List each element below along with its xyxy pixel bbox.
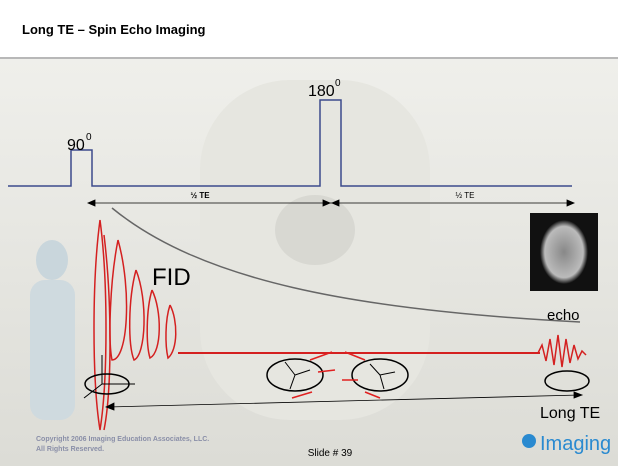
pulse-superscript: 0	[335, 78, 341, 89]
fid-label: FID	[152, 264, 191, 291]
scanner-bore	[275, 195, 355, 265]
copyright: All Rights Reserved.	[36, 446, 104, 453]
slide-title: Long TE – Spin Echo Imaging	[22, 22, 206, 37]
logo: Imaging	[540, 433, 611, 455]
long-te-label: Long TE	[540, 405, 600, 422]
slide-number: Slide # 39	[308, 448, 353, 459]
interval-label: ½ TE	[456, 191, 475, 200]
pulse-label: 90	[67, 137, 85, 154]
pulse-superscript: 0	[86, 132, 92, 143]
echo-label: echo	[547, 307, 580, 324]
copyright: Copyright 2006 Imaging Education Associa…	[36, 436, 209, 443]
slide: Long TE – Spin Echo Imaging 90 0 180 0 ½…	[0, 0, 618, 466]
logo-icon	[522, 434, 536, 448]
body-silhouette	[30, 280, 75, 420]
pulse-label: 180	[308, 83, 335, 100]
brain-image	[540, 220, 588, 284]
body-silhouette	[36, 240, 68, 280]
interval-label: ½ TE	[190, 191, 210, 200]
